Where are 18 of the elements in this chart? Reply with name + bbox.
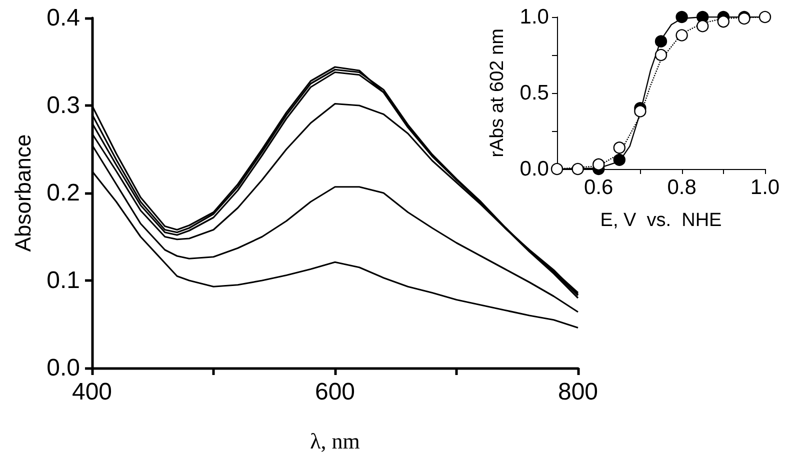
y-tick-label: 0.0 (46, 354, 80, 382)
y-tick-label: 0.1 (46, 267, 80, 294)
y-axis-title: Absorbance (10, 134, 36, 252)
x-axis-title: λ, nm (310, 428, 360, 454)
y-tick-label: 0.0 (520, 158, 549, 180)
y-tick-label: 0.3 (46, 92, 80, 119)
x-tick-label: 600 (314, 378, 356, 406)
x-tick-label: 800 (558, 378, 598, 406)
y-tick-label: 0.4 (46, 4, 80, 32)
x-tick-label: 0.8 (667, 176, 696, 199)
x-axis-title: E, V vs. NHE (600, 210, 722, 231)
y-tick-label: 1.0 (520, 6, 549, 28)
x-tick-label: 1.0 (750, 176, 780, 199)
y-axis-title: rAbs at 602 nm (487, 28, 508, 158)
x-tick-label: 400 (72, 378, 112, 406)
x-tick-label: 0.6 (584, 176, 614, 199)
y-tick-label: 0.2 (46, 180, 80, 206)
y-tick-label: 0.5 (520, 82, 549, 104)
